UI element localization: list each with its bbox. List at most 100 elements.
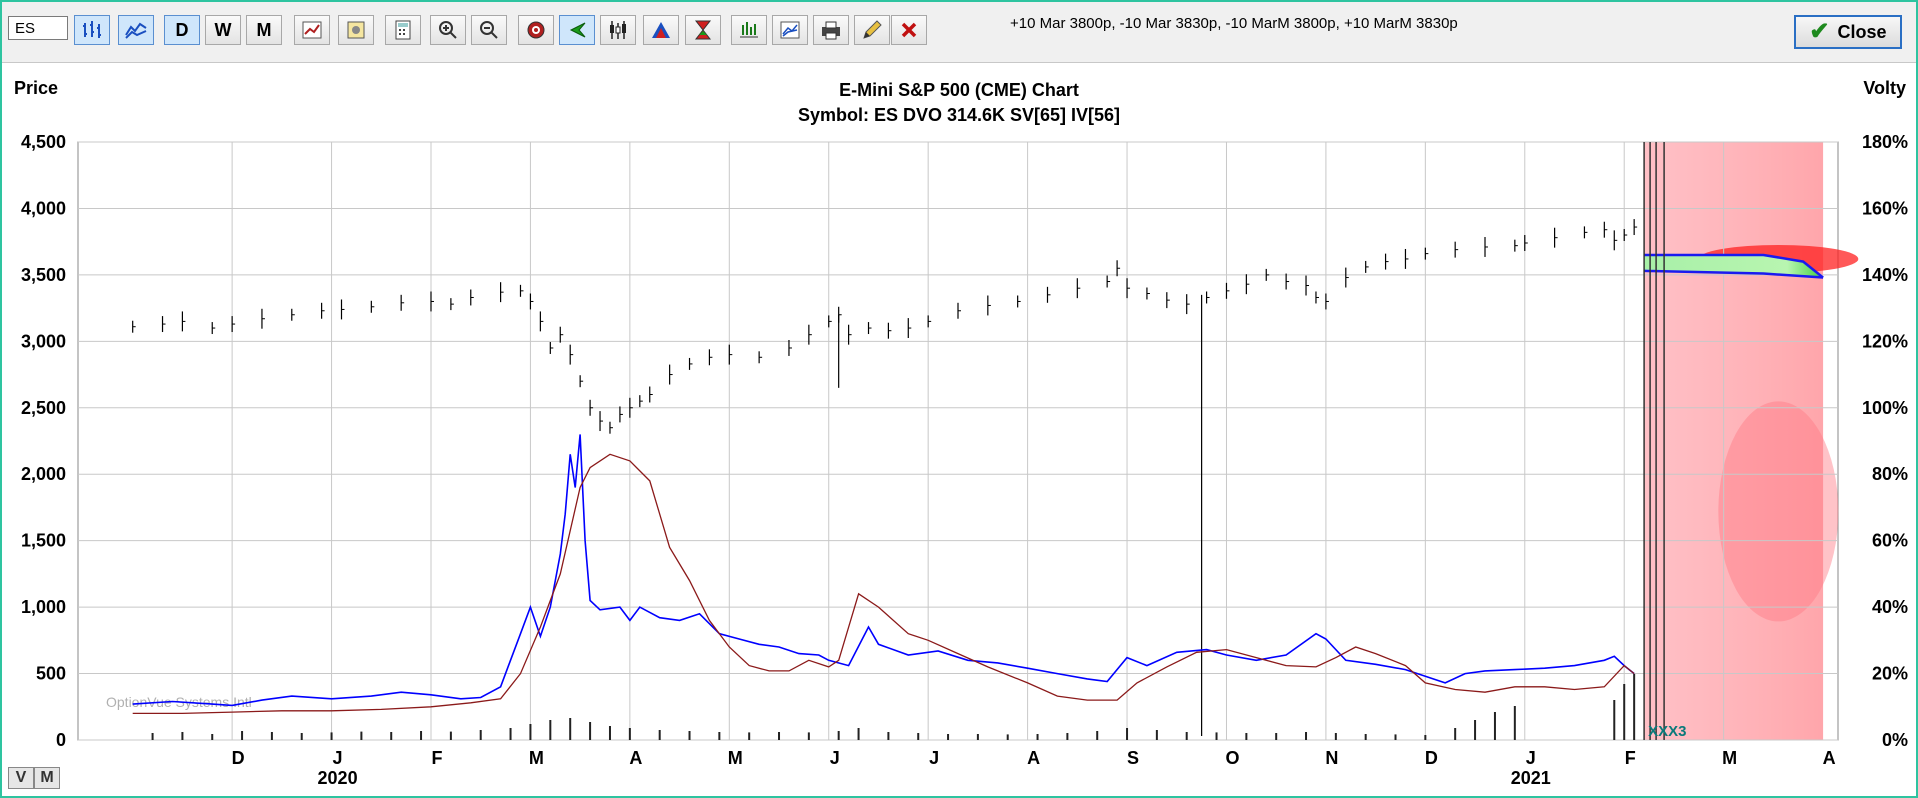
close-button[interactable]: ✔ Close xyxy=(1794,15,1902,49)
volume-toggle-button[interactable]: V xyxy=(8,767,34,789)
y-tick-right: 100% xyxy=(1862,398,1908,418)
volume-toggle-label: V xyxy=(15,769,27,786)
profit-band-upper xyxy=(1644,253,1824,279)
draw-button[interactable] xyxy=(854,15,890,45)
x-tick-month: A xyxy=(1823,748,1836,768)
settings-button[interactable] xyxy=(338,15,374,45)
volume-bar xyxy=(1275,733,1278,740)
future-marker-label: XXX3 xyxy=(1648,723,1686,740)
volume-bar xyxy=(241,731,244,740)
volume-bar xyxy=(628,728,631,740)
y-tick-right: 20% xyxy=(1872,664,1908,684)
volume-bar xyxy=(688,731,691,740)
multi-chart-button[interactable] xyxy=(772,15,808,45)
volume-bar xyxy=(837,731,840,740)
x-tick-month: M xyxy=(728,748,743,768)
delete-button[interactable] xyxy=(891,15,927,45)
candlestick-icon xyxy=(610,21,626,39)
volume-bar xyxy=(1096,731,1099,740)
price-volatility-chart[interactable]: 0 500 1,000 1,500 2,000 2,500 3,000 3,500 4,000 4… xyxy=(2,62,1916,798)
x-tick-month: M xyxy=(529,748,544,768)
volume-bar xyxy=(857,728,860,740)
volume-bar xyxy=(1155,730,1158,740)
trend-chart-button[interactable] xyxy=(294,15,330,45)
volume-bar xyxy=(658,730,661,740)
volume-bar xyxy=(1493,712,1496,740)
y-tick-right: 0% xyxy=(1882,730,1908,750)
volume-bar xyxy=(778,732,781,740)
volume-bar xyxy=(1245,733,1248,740)
future-region-shade xyxy=(1644,142,1824,740)
risk-profile-icon xyxy=(652,22,670,38)
target-icon xyxy=(527,21,545,39)
period-daily-button[interactable]: D xyxy=(164,15,200,45)
price-bars-button[interactable] xyxy=(731,15,767,45)
volume-bar xyxy=(1613,700,1616,740)
x-tick-month: J xyxy=(333,748,343,768)
volume-bar xyxy=(917,733,920,740)
y-tick-left: 0 xyxy=(56,730,66,750)
y-axis-label-right: Volty xyxy=(1863,78,1906,98)
x-tick-month: M xyxy=(1722,748,1737,768)
volume-bar xyxy=(589,722,592,740)
y-tick-right: 160% xyxy=(1862,198,1908,218)
bar-chart-icon-button[interactable] xyxy=(74,15,110,45)
y-tick-left: 2,500 xyxy=(21,398,66,418)
printer-icon xyxy=(822,21,840,40)
volume-bar xyxy=(1305,732,1308,740)
chart-title: E-Mini S&P 500 (CME) Chart xyxy=(839,80,1079,100)
pencil-icon xyxy=(863,20,882,39)
implied-volatility-line xyxy=(132,434,1635,707)
y-tick-right: 140% xyxy=(1862,265,1908,285)
profit-band-lower xyxy=(1644,269,1824,279)
y-tick-right: 60% xyxy=(1872,531,1908,551)
period-weekly-button[interactable]: W xyxy=(205,15,241,45)
volume-bar xyxy=(748,732,751,740)
target-button[interactable] xyxy=(518,15,554,45)
toolbar: D W M +10 Mar 3800p, -10 Ma xyxy=(2,2,1916,63)
y-tick-left: 4,500 xyxy=(21,132,66,152)
y-tick-left: 1,500 xyxy=(21,531,66,551)
x-tick-month: F xyxy=(431,748,442,768)
print-button[interactable] xyxy=(813,15,849,45)
volume-bar xyxy=(300,733,303,740)
menu-toggle-button[interactable]: M xyxy=(34,767,60,789)
menu-toggle-label: M xyxy=(40,769,54,786)
zoom-in-button[interactable] xyxy=(430,15,466,45)
symbol-input[interactable] xyxy=(8,16,68,40)
profile-button[interactable] xyxy=(643,15,679,45)
close-button-label: Close xyxy=(1837,21,1887,42)
y-tick-left: 3,500 xyxy=(21,265,66,285)
plot-area xyxy=(77,141,1839,741)
y-tick-left: 4,000 xyxy=(21,198,66,218)
hourglass-button[interactable] xyxy=(685,15,721,45)
volume-bar xyxy=(1036,734,1039,740)
volume-bar xyxy=(1454,728,1457,740)
price-bars-icon xyxy=(740,22,758,38)
y-tick-left: 2,000 xyxy=(21,464,66,484)
x-tick-month: S xyxy=(1127,748,1139,768)
cursor-button[interactable] xyxy=(559,15,595,45)
volume-bar xyxy=(1126,728,1129,740)
zoom-out-button[interactable] xyxy=(471,15,507,45)
hourglass-icon xyxy=(694,20,712,40)
volume-bar xyxy=(509,728,512,740)
volume-bar xyxy=(390,732,393,740)
y-tick-right: 120% xyxy=(1862,331,1908,351)
candlestick-button[interactable] xyxy=(600,15,636,45)
period-weekly-label: W xyxy=(214,19,232,40)
x-tick-month: A xyxy=(629,748,642,768)
y-tick-left: 500 xyxy=(36,664,66,684)
line-chart-icon-button[interactable] xyxy=(118,15,154,45)
calculator-button[interactable] xyxy=(385,15,421,45)
volume-bar xyxy=(1623,684,1626,740)
volume-bar xyxy=(529,724,532,740)
close-x-icon xyxy=(901,22,917,38)
period-monthly-button[interactable]: M xyxy=(246,15,282,45)
x-tick-month: J xyxy=(929,748,939,768)
volume-bar xyxy=(330,732,333,740)
arrow-left-icon xyxy=(569,22,586,38)
checkmark-icon: ✔ xyxy=(1809,18,1830,45)
zoom-out-icon xyxy=(480,21,498,39)
volume-bar xyxy=(807,732,810,740)
